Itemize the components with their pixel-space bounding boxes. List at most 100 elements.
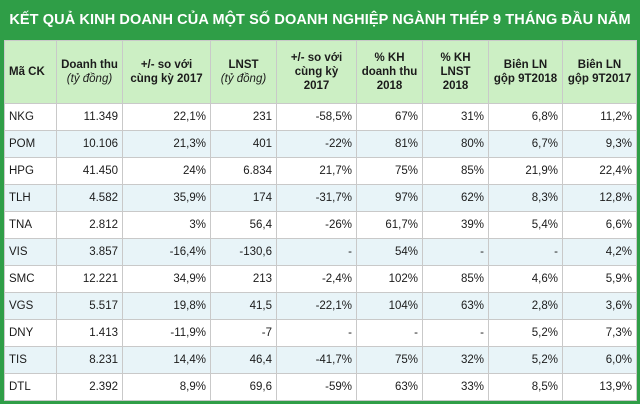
value-cell: 213: [210, 265, 277, 293]
col-header-kh-lnst: % KH LNST 2018: [422, 40, 489, 104]
value-cell: 6,0%: [562, 346, 637, 374]
value-cell: -16,4%: [122, 238, 211, 266]
value-cell: -7: [210, 319, 277, 347]
value-cell: 174: [210, 184, 277, 212]
value-cell: 10.106: [56, 130, 123, 158]
table-row: TIS 8.231 14,4% 46,4 -41,7% 75% 32% 5,2% 6,0%: [4, 346, 637, 374]
value-cell: 5.517: [56, 292, 123, 320]
value-cell: -2,4%: [276, 265, 357, 293]
header-row: Mã CK Doanh thu (tỷ đồng) +/- so với cùng…: [4, 40, 637, 104]
value-cell: 11.349: [56, 103, 123, 131]
value-cell: 54%: [356, 238, 423, 266]
table-row: HPG 41.450 24% 6.834 21,7% 75% 85% 21,9% 22,4%: [4, 157, 637, 185]
value-cell: 56,4: [210, 211, 277, 239]
value-cell: 7,3%: [562, 319, 637, 347]
ticker-cell: HPG: [4, 157, 57, 185]
value-cell: -41,7%: [276, 346, 357, 374]
table-row: VGS 5.517 19,8% 41,5 -22,1% 104% 63% 2,8% 3,6%: [4, 292, 637, 320]
value-cell: -22,1%: [276, 292, 357, 320]
table-row: TLH 4.582 35,9% 174 -31,7% 97% 62% 8,3% 12,8%: [4, 184, 637, 212]
value-cell: 63%: [356, 373, 423, 401]
col-header-bien-ln-2017: Biên LN gộp 9T2017: [562, 40, 637, 104]
value-cell: 4,6%: [488, 265, 563, 293]
value-cell: 6,8%: [488, 103, 563, 131]
value-cell: 5,2%: [488, 346, 563, 374]
table-row: DTL 2.392 8,9% 69,6 -59% 63% 33% 8,5% 13,9%: [4, 373, 637, 401]
col-header-kh-doanh-thu: % KH doanh thu 2018: [356, 40, 423, 104]
value-cell: 2.812: [56, 211, 123, 239]
value-cell: 75%: [356, 157, 423, 185]
value-cell: 2.392: [56, 373, 123, 401]
value-cell: 13,9%: [562, 373, 637, 401]
value-cell: 3%: [122, 211, 211, 239]
table-row: TNA 2.812 3% 56,4 -26% 61,7% 39% 5,4% 6,6%: [4, 211, 637, 239]
col-header-doanh-thu-change: +/- so với cùng kỳ 2017: [122, 40, 211, 104]
table-row: SMC 12.221 34,9% 213 -2,4% 102% 85% 4,6% 5,9%: [4, 265, 637, 293]
ticker-cell: POM: [4, 130, 57, 158]
value-cell: 35,9%: [122, 184, 211, 212]
value-cell: 231: [210, 103, 277, 131]
value-cell: -11,9%: [122, 319, 211, 347]
value-cell: 104%: [356, 292, 423, 320]
ticker-cell: NKG: [4, 103, 57, 131]
value-cell: 34,9%: [122, 265, 211, 293]
table-row: POM 10.106 21,3% 401 -22% 81% 80% 6,7% 9,3%: [4, 130, 637, 158]
value-cell: -31,7%: [276, 184, 357, 212]
value-cell: -: [276, 238, 357, 266]
value-cell: -: [422, 319, 489, 347]
value-cell: -22%: [276, 130, 357, 158]
value-cell: -26%: [276, 211, 357, 239]
value-cell: 8,9%: [122, 373, 211, 401]
value-cell: 46,4: [210, 346, 277, 374]
value-cell: 80%: [422, 130, 489, 158]
ticker-cell: DTL: [4, 373, 57, 401]
value-cell: 22,1%: [122, 103, 211, 131]
value-cell: -58,5%: [276, 103, 357, 131]
value-cell: 97%: [356, 184, 423, 212]
value-cell: -: [356, 319, 423, 347]
value-cell: 3.857: [56, 238, 123, 266]
value-cell: 61,7%: [356, 211, 423, 239]
value-cell: 19,8%: [122, 292, 211, 320]
value-cell: 6,7%: [488, 130, 563, 158]
value-cell: 81%: [356, 130, 423, 158]
value-cell: 2,8%: [488, 292, 563, 320]
value-cell: 33%: [422, 373, 489, 401]
value-cell: -59%: [276, 373, 357, 401]
value-cell: 32%: [422, 346, 489, 374]
table-row: VIS 3.857 -16,4% -130,6-54% - -4,2%: [4, 238, 637, 266]
col-header-bien-ln-2018: Biên LN gộp 9T2018: [488, 40, 563, 104]
ticker-cell: DNY: [4, 319, 57, 347]
steel-results-table: Mã CK Doanh thu (tỷ đồng) +/- so với cùng…: [4, 40, 637, 401]
table-row: NKG 11.349 22,1% 231 -58,5% 67% 31% 6,8% 11,2%: [4, 103, 637, 131]
value-cell: 8.231: [56, 346, 123, 374]
ticker-cell: VIS: [4, 238, 57, 266]
value-cell: 62%: [422, 184, 489, 212]
value-cell: 31%: [422, 103, 489, 131]
value-cell: 67%: [356, 103, 423, 131]
value-cell: 6,6%: [562, 211, 637, 239]
value-cell: 11,2%: [562, 103, 637, 131]
ticker-cell: SMC: [4, 265, 57, 293]
value-cell: 9,3%: [562, 130, 637, 158]
ticker-cell: TIS: [4, 346, 57, 374]
value-cell: 21,7%: [276, 157, 357, 185]
col-header-lnst: LNST (tỷ đồng): [210, 40, 277, 104]
value-cell: 5,4%: [488, 211, 563, 239]
value-cell: 85%: [422, 265, 489, 293]
value-cell: -: [488, 238, 563, 266]
value-cell: 22,4%: [562, 157, 637, 185]
value-cell: 21,3%: [122, 130, 211, 158]
value-cell: 21,9%: [488, 157, 563, 185]
value-cell: 12,8%: [562, 184, 637, 212]
value-cell: 12.221: [56, 265, 123, 293]
table-title: KẾT QUẢ KINH DOANH CỦA MỘT SỐ DOANH NGHI…: [9, 12, 631, 68]
value-cell: -: [422, 238, 489, 266]
value-cell: 85%: [422, 157, 489, 185]
value-cell: 4.582: [56, 184, 123, 212]
ticker-cell: TNA: [4, 211, 57, 239]
value-cell: -130,6: [210, 238, 277, 266]
value-cell: 41,5: [210, 292, 277, 320]
value-cell: 39%: [422, 211, 489, 239]
